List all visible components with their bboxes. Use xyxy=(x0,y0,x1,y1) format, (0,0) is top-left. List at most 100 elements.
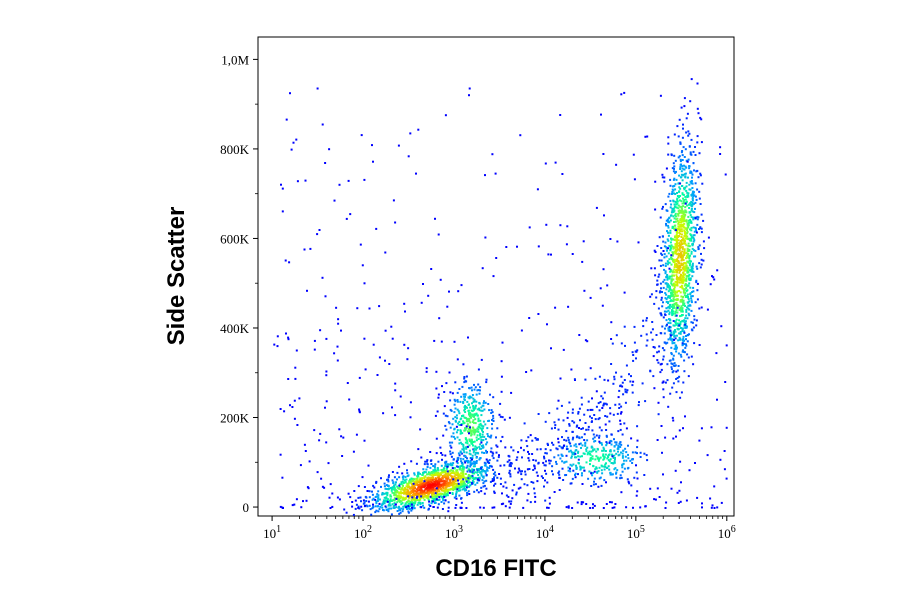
event-point xyxy=(685,264,688,267)
event-point xyxy=(684,176,687,178)
event-point xyxy=(665,288,668,291)
event-point xyxy=(372,484,375,487)
event-point xyxy=(685,181,688,184)
event-point xyxy=(491,506,494,509)
event-point xyxy=(470,430,473,433)
event-point xyxy=(671,238,674,241)
event-point xyxy=(675,318,678,321)
event-point xyxy=(686,256,689,259)
event-point xyxy=(406,490,409,492)
event-point xyxy=(673,286,676,289)
event-point xyxy=(410,499,413,502)
event-point xyxy=(515,491,518,494)
event-point xyxy=(536,474,539,477)
event-point xyxy=(693,315,696,318)
event-point xyxy=(675,206,678,209)
event-point xyxy=(624,447,627,450)
event-point xyxy=(487,403,490,405)
event-point xyxy=(493,484,495,487)
event-point xyxy=(398,508,401,511)
event-point xyxy=(480,490,483,493)
event-point xyxy=(468,413,471,416)
event-point xyxy=(694,154,697,156)
event-point xyxy=(688,221,691,224)
event-point xyxy=(685,274,688,277)
event-point xyxy=(661,176,664,179)
event-point xyxy=(570,455,573,458)
event-point xyxy=(663,180,666,183)
event-point xyxy=(662,250,665,252)
event-point xyxy=(572,436,575,439)
event-point xyxy=(682,123,684,126)
event-point xyxy=(428,507,430,510)
event-point xyxy=(584,339,587,342)
event-point xyxy=(467,477,470,480)
event-point xyxy=(443,493,446,495)
event-point xyxy=(691,264,694,267)
event-point xyxy=(597,418,600,421)
event-point xyxy=(451,471,454,474)
event-point xyxy=(452,478,455,481)
event-point xyxy=(672,293,675,296)
event-point xyxy=(378,508,381,510)
event-point xyxy=(595,450,598,453)
event-point xyxy=(449,450,452,453)
event-point xyxy=(457,474,460,477)
event-point xyxy=(432,465,435,467)
event-point xyxy=(399,511,402,514)
event-point xyxy=(442,486,444,489)
event-point xyxy=(468,395,471,398)
event-point xyxy=(417,501,420,504)
event-point xyxy=(675,391,678,394)
event-point xyxy=(333,352,336,355)
event-point xyxy=(445,493,448,495)
event-point xyxy=(425,370,428,373)
event-point xyxy=(472,419,475,422)
event-point xyxy=(418,478,421,481)
event-point xyxy=(674,346,677,349)
event-point xyxy=(321,123,324,126)
event-point xyxy=(439,487,442,490)
event-point xyxy=(468,452,471,455)
event-point xyxy=(691,291,694,293)
event-point xyxy=(600,113,602,116)
event-point xyxy=(575,468,578,470)
event-point xyxy=(434,501,437,504)
event-point xyxy=(610,338,613,340)
event-point xyxy=(682,271,685,274)
event-point xyxy=(671,284,674,287)
event-point xyxy=(591,457,594,460)
event-point xyxy=(430,480,433,482)
event-point xyxy=(585,461,588,464)
event-point xyxy=(446,473,449,476)
event-point xyxy=(672,170,675,173)
event-point xyxy=(443,480,446,482)
event-point xyxy=(573,444,576,447)
event-point xyxy=(655,296,658,299)
event-point xyxy=(421,473,424,476)
event-point xyxy=(467,404,470,406)
event-point xyxy=(667,247,669,250)
event-point xyxy=(687,176,689,179)
event-point xyxy=(453,427,456,430)
event-point xyxy=(683,199,686,201)
event-point xyxy=(680,200,683,203)
event-point xyxy=(416,499,419,501)
event-point xyxy=(467,396,470,399)
event-point xyxy=(663,256,666,259)
event-point xyxy=(537,313,540,315)
event-point xyxy=(562,479,565,481)
event-point xyxy=(682,291,685,294)
event-point xyxy=(458,454,461,457)
event-point xyxy=(683,105,686,108)
event-point xyxy=(408,480,411,483)
event-point xyxy=(474,453,477,456)
event-point xyxy=(602,455,605,458)
event-point xyxy=(477,491,480,494)
event-point xyxy=(684,186,687,189)
event-point xyxy=(645,344,648,347)
event-point xyxy=(426,483,429,486)
event-point xyxy=(392,498,395,501)
event-point xyxy=(430,474,433,477)
event-point xyxy=(602,507,605,509)
